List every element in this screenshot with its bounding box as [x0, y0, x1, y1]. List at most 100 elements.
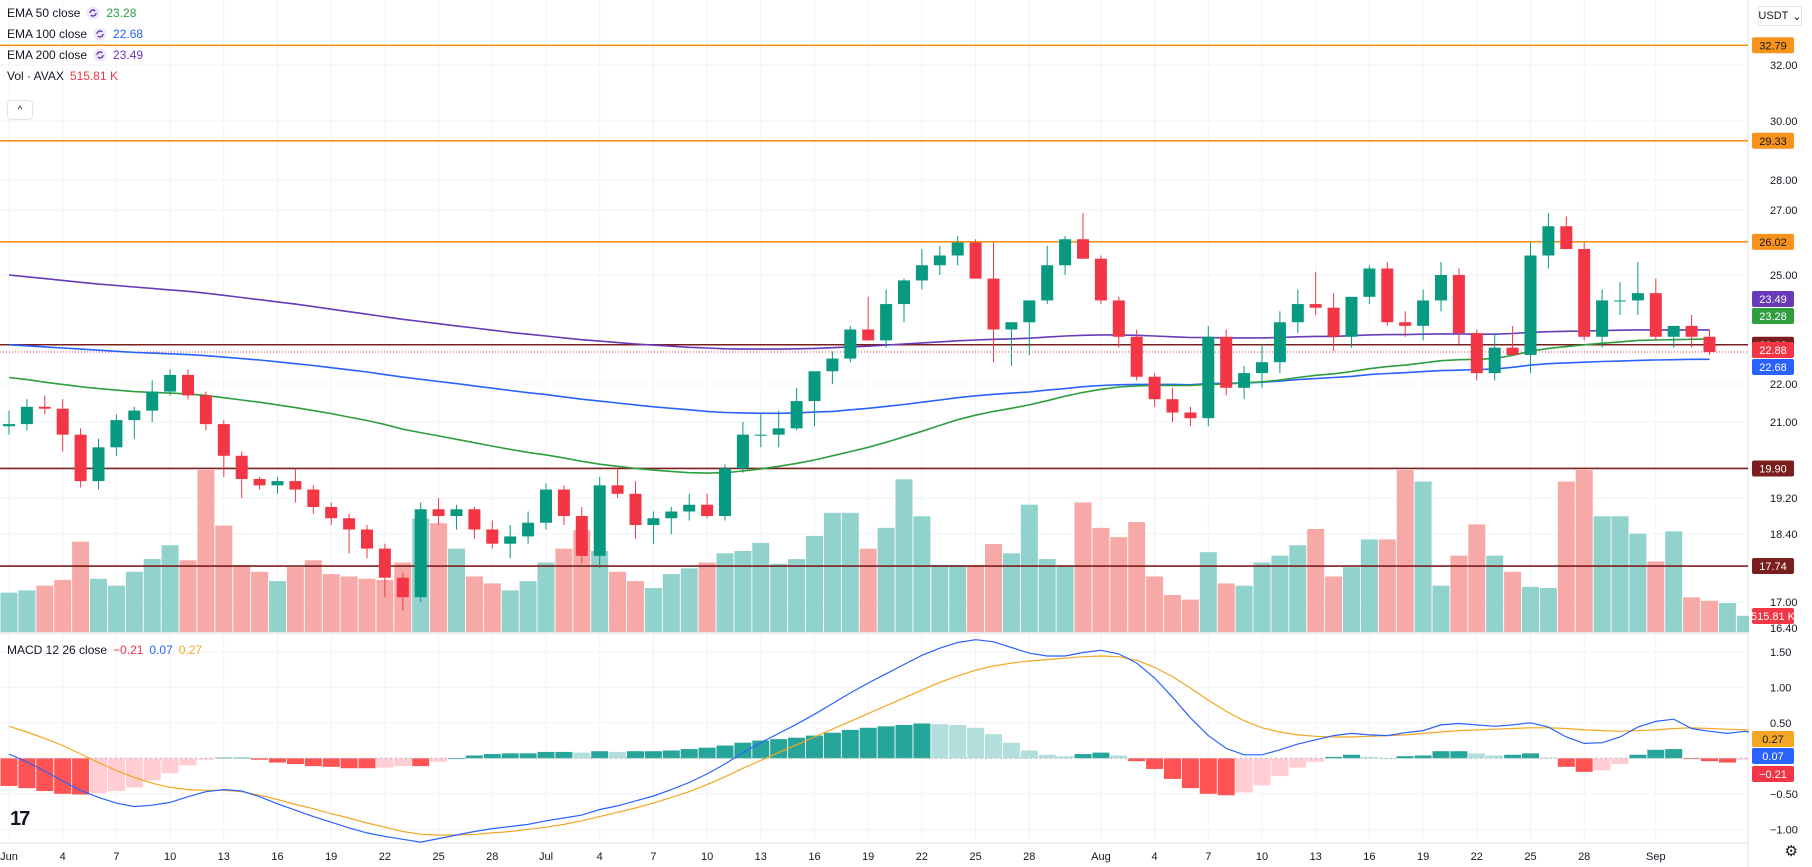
volume-bar — [501, 590, 519, 632]
volume-bar — [949, 564, 967, 632]
legend-ema100[interactable]: EMA 100 close 22.68 — [7, 27, 143, 41]
volume-bar — [143, 559, 161, 632]
level-badge-bg — [1752, 460, 1794, 477]
volume-bar — [1164, 594, 1181, 632]
legend-volume[interactable]: Vol · AVAX 515.81 K — [7, 69, 118, 83]
macd-signal-value: 0.27 — [178, 643, 203, 657]
candle — [1417, 289, 1430, 341]
ema50-label: EMA 50 close — [7, 6, 81, 20]
candle-body — [1327, 307, 1340, 337]
candle-body — [1560, 226, 1573, 249]
candle-body — [808, 371, 821, 402]
candle — [1345, 296, 1358, 348]
refresh-icon[interactable] — [86, 6, 100, 20]
candle — [1309, 271, 1322, 315]
candle-body — [1112, 300, 1125, 337]
candle — [20, 399, 33, 431]
macd-badge: −0.21 — [1759, 769, 1787, 781]
macd-tick-label: 1.50 — [1770, 647, 1791, 659]
macd-hist-bar — [573, 752, 591, 759]
currency-selector[interactable]: USDT ⌄ — [1758, 6, 1802, 26]
macd-hist-bar — [394, 758, 412, 767]
volume-bar — [1647, 561, 1665, 632]
candle-body — [1417, 300, 1430, 326]
macd-hist-bar — [269, 758, 286, 763]
candle — [898, 278, 910, 323]
volume-bar — [1539, 588, 1557, 632]
candle-body — [933, 255, 946, 266]
volume-bar — [1110, 537, 1128, 632]
volume-bar — [698, 562, 716, 632]
volume-bar — [161, 545, 179, 632]
candle — [1291, 289, 1304, 334]
macd-hist-bar — [644, 751, 662, 759]
macd-hist-bar — [412, 758, 430, 767]
volume-bar — [1002, 553, 1020, 632]
macd-hist-bar — [985, 734, 1002, 759]
candle — [754, 414, 767, 448]
macd-badge-bg — [1752, 748, 1794, 764]
candle — [146, 380, 159, 422]
candle-body — [736, 434, 749, 469]
candle — [1148, 373, 1161, 407]
macd-signal-line — [8, 655, 1812, 836]
macd-hist-bar — [483, 754, 501, 759]
candle — [1005, 322, 1018, 366]
macd-hist-bar — [931, 724, 949, 759]
macd-line — [8, 639, 1812, 843]
legend-ema200[interactable]: EMA 200 close 23.49 — [7, 48, 143, 62]
macd-hist-bar — [18, 758, 36, 789]
volume-bar — [1414, 481, 1432, 632]
candle-body — [1291, 304, 1304, 323]
time-tick-label: Jul — [539, 851, 553, 863]
volume-bar — [591, 551, 609, 632]
macd-hist-bar — [1593, 758, 1611, 771]
macd-hist-bar — [949, 724, 967, 759]
macd-hist-bar — [1486, 755, 1504, 759]
macd-hist-bar — [537, 751, 555, 759]
volume-bar — [1289, 545, 1307, 632]
macd-badge: 0.27 — [1762, 734, 1783, 746]
candle — [1238, 365, 1251, 400]
legend-ema50[interactable]: EMA 50 close 23.28 — [7, 6, 136, 20]
tradingview-logo-icon[interactable]: 17 — [10, 808, 30, 831]
macd-hist-bar — [179, 758, 197, 766]
volume-bar — [72, 541, 90, 632]
gear-icon[interactable]: ⚙ — [1784, 843, 1798, 860]
time-tick-label: 19 — [862, 851, 874, 863]
legend-macd[interactable]: MACD 12 26 close −0.21 0.07 0.27 — [7, 643, 202, 657]
candle — [987, 242, 1000, 363]
candle-body — [1524, 255, 1537, 355]
volume-bar — [1378, 539, 1396, 632]
volume-bar — [1611, 516, 1629, 632]
macd-hist-bar — [1468, 753, 1486, 759]
candle-body — [719, 468, 731, 516]
macd-hist-bar — [1736, 758, 1754, 760]
refresh-icon[interactable] — [93, 27, 107, 41]
macd-badge-bg — [1752, 731, 1794, 747]
candle-body — [1345, 296, 1358, 337]
candle-body — [396, 577, 409, 598]
macd-hist-bar — [859, 727, 877, 759]
volume-bar — [340, 576, 358, 632]
macd-hist-bar — [322, 758, 340, 767]
ema100-label: EMA 100 close — [7, 27, 88, 41]
refresh-icon[interactable] — [93, 48, 107, 62]
volume-bar — [1074, 502, 1092, 632]
candle — [933, 245, 946, 275]
macd-hist-bar — [340, 758, 358, 769]
candle — [575, 507, 588, 564]
candle — [1077, 213, 1089, 259]
candle — [1578, 242, 1591, 341]
volume-bar — [1253, 562, 1271, 632]
macd-hist-bar — [1217, 758, 1235, 796]
collapse-legend-button[interactable]: ^ — [7, 100, 33, 120]
volume-bar — [448, 548, 465, 632]
candle-body — [844, 329, 857, 359]
macd-hist-bar — [1074, 754, 1092, 759]
candle — [611, 468, 624, 498]
price-tick-label: 25.00 — [1770, 270, 1798, 282]
candle-body — [1435, 275, 1447, 301]
time-tick-label: Jun — [0, 851, 18, 863]
